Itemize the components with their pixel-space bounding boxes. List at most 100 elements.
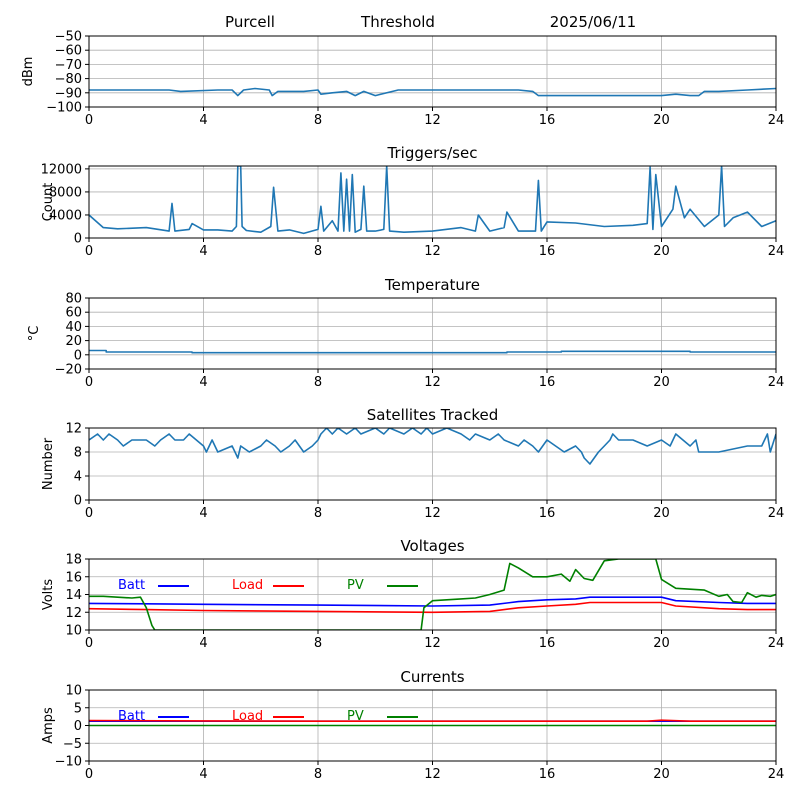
header-date: 2025/06/11: [550, 13, 636, 31]
y-tick-label: 20: [65, 334, 82, 349]
y-tick-label: 8: [74, 446, 82, 461]
y-tick-label: 18: [65, 553, 82, 568]
x-tick-label: 12: [424, 244, 441, 259]
y-axis-label: Volts: [41, 579, 56, 611]
series-line-load: [89, 601, 776, 614]
chart-title: Satellites Tracked: [367, 406, 498, 424]
x-tick-label: 8: [314, 244, 322, 259]
x-tick-label: 8: [314, 506, 322, 521]
y-tick-label: −60: [55, 44, 82, 59]
x-tick-label: 12: [424, 636, 441, 651]
chart-panel-1: 0 4 8 12 16 20 24 −50−60−70−80−90−100 dBm: [21, 30, 784, 129]
y-axis-label: dBm: [21, 57, 36, 87]
y-tick-label: −50: [55, 30, 82, 45]
x-tick-label: 12: [424, 506, 441, 521]
legend-label-load: Load: [232, 709, 263, 724]
x-tick-label: 24: [768, 767, 785, 782]
y-tick-label: 4: [74, 470, 82, 485]
y-tick-label: −80: [55, 72, 82, 87]
y-tick-label: 14: [65, 588, 82, 603]
series-line-load: [89, 719, 776, 723]
chart-title: Temperature: [384, 276, 480, 294]
series-group: [89, 349, 776, 354]
x-tick-label: 16: [539, 244, 556, 259]
y-tick-label: −90: [55, 86, 82, 101]
x-tick-label: 16: [539, 113, 556, 128]
x-tick-label: 20: [653, 375, 670, 390]
chart-title: Triggers/sec: [387, 144, 478, 162]
y-tick-label: 60: [65, 306, 82, 321]
x-tick-label: 4: [199, 375, 207, 390]
header-metric: Threshold: [360, 13, 435, 31]
series-group: [89, 87, 776, 97]
y-axis-label: °C: [27, 326, 42, 342]
y-tick-label: 12: [65, 606, 82, 621]
x-tick-label: 8: [314, 767, 322, 782]
x-tick-label: 0: [85, 113, 93, 128]
x-tick-label: 0: [85, 506, 93, 521]
x-tick-label: 20: [653, 767, 670, 782]
y-tick-label: 0: [74, 232, 82, 247]
y-tick-label: 10: [65, 684, 82, 699]
y-tick-label: 8000: [49, 185, 82, 200]
legend-label-batt: Batt: [118, 578, 145, 593]
x-tick-label: 20: [653, 113, 670, 128]
x-tick-label: 24: [768, 113, 785, 128]
y-tick-label: 10: [65, 624, 82, 639]
series-line-batt: [89, 596, 776, 607]
y-tick-label: 40: [65, 320, 82, 335]
chart-panel-4: 0 4 8 12 16 20 24 0 4 8 12 Satellites Tracked Number: [41, 406, 784, 521]
x-tick-label: 4: [199, 767, 207, 782]
chart-panel-2: 0 4 8 12 16 20 24 0 4000 8000 12000 Triggers/sec Cou…: [41, 144, 785, 259]
x-tick-label: 16: [539, 767, 556, 782]
x-tick-label: 0: [85, 636, 93, 651]
x-tick-label: 20: [653, 244, 670, 259]
x-tick-label: 0: [85, 375, 93, 390]
y-tick-label: 4000: [49, 208, 82, 223]
y-tick-label: −70: [55, 58, 82, 73]
y-tick-label: 0: [74, 494, 82, 509]
series-line-pv: [89, 559, 776, 630]
legend-label-batt: Batt: [118, 709, 145, 724]
y-axis-label: Count: [41, 183, 56, 222]
x-tick-label: 24: [768, 506, 785, 521]
y-tick-label: 12000: [41, 162, 82, 177]
header-station: Purcell: [225, 13, 275, 31]
series-group: [89, 166, 776, 235]
series-line-data: [89, 349, 776, 354]
chart-title: Voltages: [400, 537, 464, 555]
x-tick-label: 16: [539, 506, 556, 521]
y-tick-label: 0: [74, 719, 82, 734]
series-group: [89, 559, 776, 630]
x-tick-label: 24: [768, 244, 785, 259]
x-tick-label: 12: [424, 113, 441, 128]
x-tick-label: 4: [199, 244, 207, 259]
series-line-data: [89, 166, 776, 235]
x-tick-label: 8: [314, 375, 322, 390]
x-tick-label: 12: [424, 767, 441, 782]
y-tick-label: 80: [65, 292, 82, 307]
x-tick-label: 16: [539, 375, 556, 390]
x-tick-label: 16: [539, 636, 556, 651]
series-line-data: [89, 428, 776, 465]
y-tick-label: 0: [74, 348, 82, 363]
x-tick-label: 20: [653, 506, 670, 521]
legend-label-pv: PV: [347, 709, 364, 724]
x-tick-label: 4: [199, 506, 207, 521]
y-axis-label: Amps: [41, 707, 56, 744]
x-tick-label: 4: [199, 113, 207, 128]
y-tick-label: −5: [63, 737, 82, 752]
x-tick-label: 8: [314, 113, 322, 128]
chart-title: Currents: [400, 668, 464, 686]
y-tick-label: 5: [74, 701, 82, 716]
legend-label-load: Load: [232, 578, 263, 593]
y-tick-label: 12: [65, 422, 82, 437]
x-tick-label: 0: [85, 767, 93, 782]
x-tick-label: 24: [768, 636, 785, 651]
series-line-data: [89, 87, 776, 97]
legend-label-pv: PV: [347, 578, 364, 593]
y-tick-label: −100: [46, 101, 82, 116]
